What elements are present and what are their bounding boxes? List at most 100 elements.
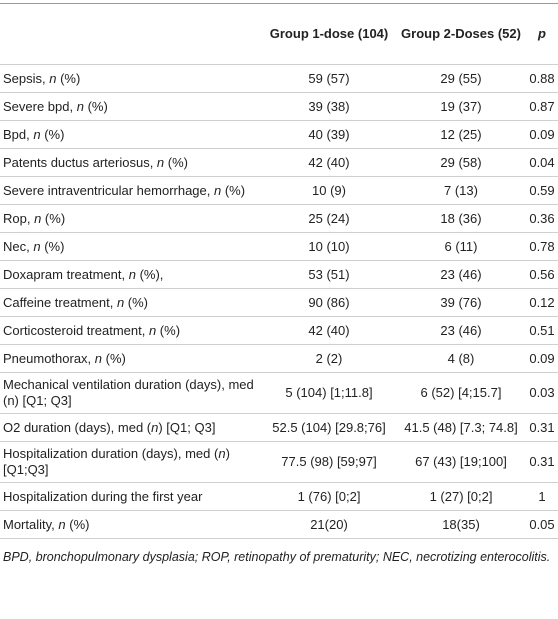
- group-value: 52.5 (104) [29.8;76]: [262, 413, 396, 442]
- group-value: 23 (46): [396, 260, 526, 289]
- header-row: Group 1-dose (104) Group 2-Doses (52) p: [0, 3, 558, 65]
- label-text: Corticosteroid treatment,: [3, 322, 149, 338]
- label-italic: n: [128, 266, 136, 282]
- label-text: Hospitalization during the first year: [3, 488, 203, 504]
- p-value: 0.31: [526, 441, 558, 483]
- group-value: 90 (86): [262, 288, 396, 317]
- label-text: (%): [124, 294, 149, 310]
- group-value: 29 (55): [396, 64, 526, 93]
- table-row: Nec, n (%) 10 (10) 6 (11) 0.78: [0, 232, 558, 261]
- group-value: 40 (39): [262, 120, 396, 149]
- table-row: Hospitalization during the first year 1 (…: [0, 482, 558, 511]
- p-value: 0.09: [526, 120, 558, 149]
- page: Group 1-dose (104) Group 2-Doses (52) p Se…: [0, 3, 558, 619]
- label-text: (%): [65, 516, 90, 532]
- label-italic: n: [148, 322, 157, 338]
- p-value: 0.31: [526, 413, 558, 442]
- label-text: (%): [102, 350, 126, 366]
- group-value: 5 (104) [1;11.8]: [262, 372, 396, 414]
- group-value: 10 (9): [262, 176, 396, 205]
- label-text: Doxapram treatment,: [3, 266, 129, 282]
- label-text: Severe bpd,: [3, 98, 77, 114]
- label-italic: n: [34, 210, 42, 226]
- label-italic: n: [156, 154, 165, 170]
- table-row: Bpd, n (%) 40 (39) 12 (25) 0.09: [0, 120, 558, 149]
- p-value: 0.09: [526, 344, 558, 373]
- table-row: Patents ductus arteriosus, n (%) 42 (40) 2…: [0, 148, 558, 177]
- p-value: 0.59: [526, 176, 558, 205]
- header-cell: [0, 3, 262, 65]
- p-value: 0.78: [526, 232, 558, 261]
- group-value: 6 (11): [396, 232, 526, 261]
- label-text: Pneumothorax,: [3, 350, 95, 366]
- table-row: Doxapram treatment, n (%), 53 (51) 23 (46)…: [0, 260, 558, 289]
- group-value: 10 (10): [262, 232, 396, 261]
- group-value: 39 (38): [262, 92, 396, 121]
- label-text: (%): [41, 210, 66, 226]
- table-row: Caffeine treatment, n (%) 90 (86) 39 (76) 0…: [0, 288, 558, 317]
- label-text: Patents ductus arteriosus,: [3, 154, 157, 170]
- label-text: (%),: [135, 266, 164, 282]
- group-value: 18(35): [396, 510, 526, 539]
- label-text: (%): [56, 70, 81, 86]
- p-value: 1: [526, 482, 558, 511]
- label-italic: n: [76, 98, 84, 114]
- label-italic: n: [218, 446, 226, 461]
- label-text: Rop,: [3, 210, 35, 226]
- label-text: (%): [156, 322, 181, 338]
- table-row: Hospitalization duration (days), med (n)…: [0, 441, 558, 483]
- p-value: 0.12: [526, 288, 558, 317]
- label-text: (%): [221, 182, 246, 198]
- label-text: O2 duration (days), med (: [3, 419, 152, 435]
- group-value: 4 (8): [396, 344, 526, 373]
- label-text: Sepsis,: [3, 70, 50, 86]
- group-value: 21(20): [262, 510, 396, 539]
- label-text: Mechanical ventilation duration (days), …: [3, 377, 254, 408]
- p-value: 0.88: [526, 64, 558, 93]
- label-italic: n: [151, 419, 159, 435]
- table-row: Mortality, n (%) 21(20) 18(35) 0.05: [0, 510, 558, 539]
- table-row: Pneumothorax, n (%) 2 (2) 4 (8) 0.09: [0, 344, 558, 373]
- row-label: Mortality, n (%): [0, 510, 262, 539]
- group-value: 1 (76) [0;2]: [262, 482, 396, 511]
- row-label: Sepsis, n (%): [0, 64, 262, 93]
- row-label: Severe bpd, n (%): [0, 92, 262, 121]
- group-value: 67 (43) [19;100]: [396, 441, 526, 483]
- header-cell: Group 1-dose (104): [262, 3, 396, 65]
- label-text: Mortality,: [3, 516, 59, 532]
- group-value: 6 (52) [4;15.7]: [396, 372, 526, 414]
- p-value: 0.05: [526, 510, 558, 539]
- label-italic: n: [49, 70, 57, 86]
- table-row: Corticosteroid treatment, n (%) 42 (40) 23…: [0, 316, 558, 345]
- label-text: Hospitalization duration (days), med (: [3, 446, 219, 461]
- group-value: 77.5 (98) [59;97]: [262, 441, 396, 483]
- row-label: Bpd, n (%): [0, 120, 262, 149]
- row-label: Doxapram treatment, n (%),: [0, 260, 262, 289]
- group-value: 41.5 (48) [7.3; 74.8]: [396, 413, 526, 442]
- table-row: Severe bpd, n (%) 39 (38) 19 (37) 0.87: [0, 92, 558, 121]
- table-row: Rop, n (%) 25 (24) 18 (36) 0.36: [0, 204, 558, 233]
- group-value: 7 (13): [396, 176, 526, 205]
- label-italic: n: [58, 516, 66, 532]
- p-value: 0.56: [526, 260, 558, 289]
- label-italic: n: [214, 182, 222, 198]
- label-text: Nec,: [3, 238, 34, 254]
- label-text: (%): [83, 98, 108, 114]
- label-text: Severe intraventricular hemorrhage,: [3, 182, 214, 198]
- row-label: Caffeine treatment, n (%): [0, 288, 262, 317]
- footnote: BPD, bronchopulmonary dysplasia; ROP, re…: [3, 550, 551, 564]
- p-value: 0.04: [526, 148, 558, 177]
- label-italic: n: [33, 126, 41, 142]
- table: Group 1-dose (104) Group 2-Doses (52) p Se…: [0, 3, 558, 539]
- row-label: Pneumothorax, n (%): [0, 344, 262, 373]
- row-label: Nec, n (%): [0, 232, 262, 261]
- group-value: 1 (27) [0;2]: [396, 482, 526, 511]
- header-cell: p: [526, 3, 558, 65]
- group-value: 42 (40): [262, 316, 396, 345]
- row-label: Patents ductus arteriosus, n (%): [0, 148, 262, 177]
- group-value: 59 (57): [262, 64, 396, 93]
- p-value: 0.03: [526, 372, 558, 414]
- group-value: 42 (40): [262, 148, 396, 177]
- row-label: O2 duration (days), med (n) [Q1; Q3]: [0, 413, 262, 442]
- row-label: Severe intraventricular hemorrhage, n (%…: [0, 176, 262, 205]
